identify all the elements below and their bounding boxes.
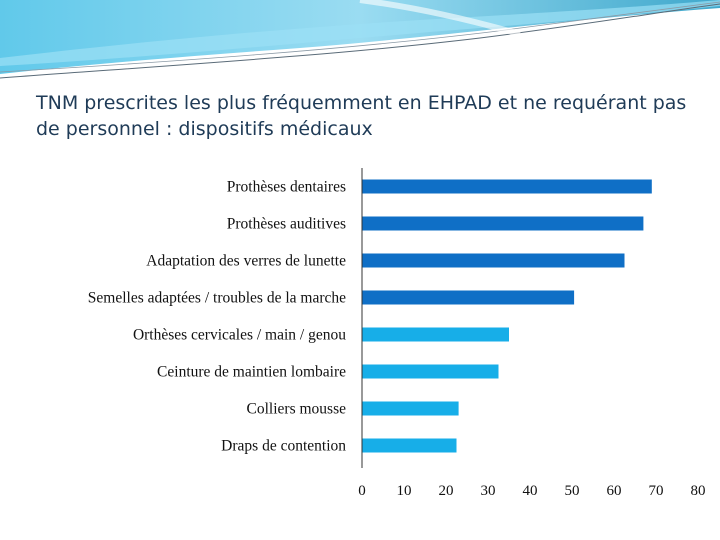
page-title: TNM prescrites les plus fréquemment en E… xyxy=(36,92,687,140)
x-tick-label: 70 xyxy=(649,483,664,499)
bars xyxy=(362,179,652,453)
category-label: Colliers mousse xyxy=(247,401,347,418)
x-axis: 0 10 20 30 40 50 60 70 80 xyxy=(358,168,706,499)
x-tick-label: 30 xyxy=(481,483,496,499)
category-label: Adaptation des verres de lunette xyxy=(146,253,346,270)
bar-7 xyxy=(362,438,457,453)
bar-chart: Prothèses dentaires Prothèses auditives Ad… xyxy=(88,168,706,499)
x-tick-label: 60 xyxy=(607,483,622,499)
x-tick-label: 50 xyxy=(565,483,580,499)
category-label: Orthèses cervicales / main / genou xyxy=(133,327,346,344)
category-label: Prothèses auditives xyxy=(227,216,346,233)
category-label: Draps de contention xyxy=(221,438,346,455)
x-tick-label: 80 xyxy=(691,483,706,499)
decorative-banner xyxy=(0,0,720,79)
bar-5 xyxy=(362,364,499,379)
bar-2 xyxy=(362,253,625,268)
bar-3 xyxy=(362,290,575,305)
bar-4 xyxy=(362,327,509,342)
bar-6 xyxy=(362,401,459,416)
bar-0 xyxy=(362,179,652,194)
bar-1 xyxy=(362,216,644,231)
category-label: Semelles adaptées / troubles de la march… xyxy=(88,290,346,307)
category-labels: Prothèses dentaires Prothèses auditives Ad… xyxy=(88,179,346,455)
x-tick-label: 40 xyxy=(523,483,538,499)
category-label: Prothèses dentaires xyxy=(227,179,346,196)
category-label: Ceinture de maintien lombaire xyxy=(157,364,346,381)
x-tick-label: 10 xyxy=(397,483,412,499)
x-tick-label: 0 xyxy=(358,483,366,499)
x-tick-label: 20 xyxy=(439,483,454,499)
